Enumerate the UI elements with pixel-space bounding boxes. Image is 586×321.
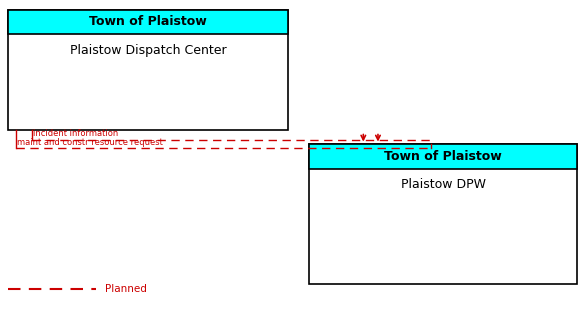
Bar bbox=[8, 10, 288, 130]
Bar bbox=[309, 144, 577, 284]
Text: Plaistow DPW: Plaistow DPW bbox=[400, 178, 486, 191]
Bar bbox=[8, 10, 288, 34]
Text: Plaistow Dispatch Center: Plaistow Dispatch Center bbox=[70, 44, 227, 56]
Bar bbox=[309, 144, 577, 169]
Text: maint and constr resource request: maint and constr resource request bbox=[17, 138, 163, 147]
Text: incident information: incident information bbox=[33, 129, 118, 138]
Text: Town of Plaistow: Town of Plaistow bbox=[384, 150, 502, 163]
Text: Town of Plaistow: Town of Plaistow bbox=[90, 15, 207, 28]
Text: Planned: Planned bbox=[105, 284, 146, 294]
